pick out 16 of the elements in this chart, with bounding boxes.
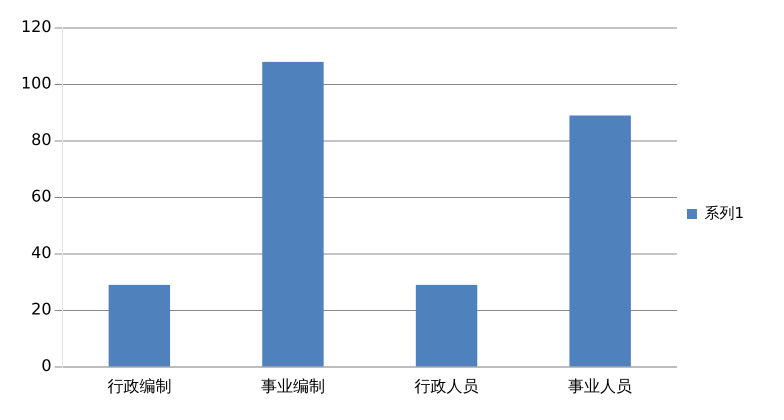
y-tick-label: 60 bbox=[31, 186, 52, 206]
bar bbox=[569, 116, 631, 366]
bar bbox=[262, 62, 324, 366]
x-tick-label: 事业人员 bbox=[568, 376, 632, 396]
x-tick-label: 行政人员 bbox=[414, 376, 479, 396]
legend-label: 系列1 bbox=[704, 204, 744, 222]
y-tick-label: 120 bbox=[20, 17, 52, 36]
y-tick-label: 0 bbox=[41, 356, 52, 375]
x-tick-label: 行政编制 bbox=[107, 376, 172, 396]
bar bbox=[108, 284, 170, 366]
x-tick-label: 事业编制 bbox=[260, 376, 325, 396]
bar bbox=[416, 284, 478, 366]
y-tick-label: 100 bbox=[20, 74, 52, 93]
y-tick-label: 20 bbox=[31, 299, 52, 318]
y-tick-label: 40 bbox=[31, 243, 52, 262]
y-tick-label: 80 bbox=[31, 130, 52, 150]
